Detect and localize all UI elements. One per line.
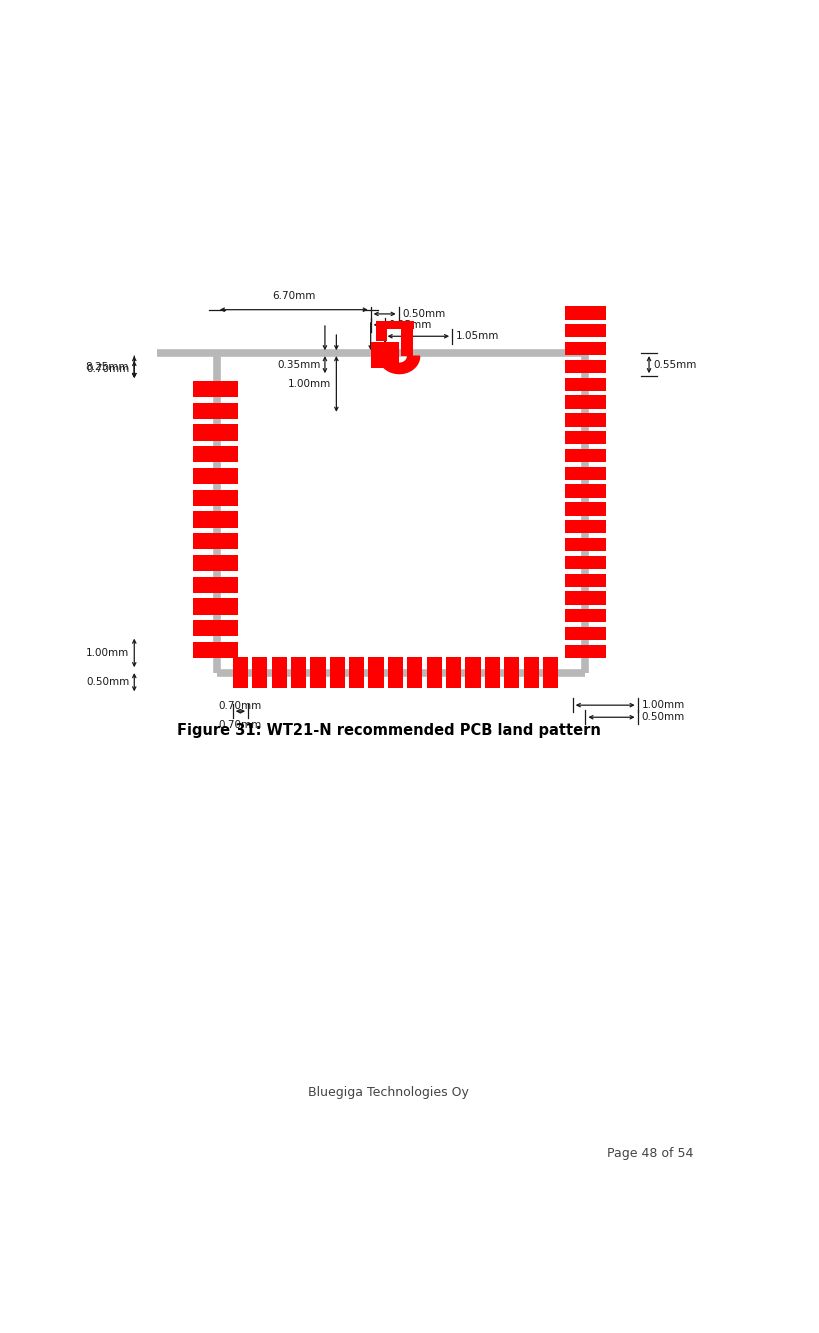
Bar: [564, 503, 605, 516]
Bar: [407, 657, 422, 688]
Text: 0.50mm: 0.50mm: [402, 309, 446, 319]
Bar: [564, 539, 605, 552]
Bar: [192, 599, 238, 615]
Bar: [329, 657, 345, 688]
Bar: [564, 609, 605, 623]
Text: 0.50mm: 0.50mm: [640, 712, 684, 722]
Bar: [387, 657, 403, 688]
Bar: [192, 447, 238, 463]
Text: 1.00mm: 1.00mm: [640, 700, 684, 710]
Text: Bluegiga Technologies Oy: Bluegiga Technologies Oy: [308, 1086, 468, 1100]
Bar: [564, 645, 605, 659]
Bar: [400, 323, 412, 356]
Text: 0.50mm: 0.50mm: [86, 677, 129, 688]
Bar: [564, 520, 605, 533]
Bar: [504, 657, 518, 688]
Bar: [564, 360, 605, 373]
Bar: [523, 657, 538, 688]
Bar: [564, 592, 605, 605]
Text: 8.25mm: 8.25mm: [86, 363, 129, 372]
Bar: [564, 449, 605, 463]
Bar: [465, 657, 480, 688]
Bar: [233, 657, 247, 688]
Text: Figure 31: WT21-N recommended PCB land pattern: Figure 31: WT21-N recommended PCB land p…: [176, 722, 600, 738]
Bar: [271, 657, 287, 688]
Bar: [252, 657, 267, 688]
Bar: [375, 324, 387, 341]
Bar: [349, 657, 364, 688]
Bar: [484, 657, 500, 688]
Bar: [564, 627, 605, 640]
Bar: [370, 341, 398, 368]
Bar: [564, 377, 605, 391]
Text: 1.00mm: 1.00mm: [287, 379, 331, 389]
Polygon shape: [378, 356, 419, 373]
Bar: [192, 468, 238, 484]
Bar: [564, 343, 605, 356]
Text: 0.70mm: 0.70mm: [219, 701, 262, 712]
Bar: [192, 577, 238, 593]
Bar: [564, 484, 605, 497]
Text: 0.55mm: 0.55mm: [653, 360, 696, 369]
Bar: [564, 573, 605, 587]
Bar: [192, 533, 238, 549]
Bar: [542, 657, 558, 688]
Text: 6.70mm: 6.70mm: [272, 291, 315, 301]
Bar: [192, 641, 238, 659]
Bar: [192, 620, 238, 636]
Bar: [192, 489, 238, 507]
Text: 1.05mm: 1.05mm: [455, 332, 499, 341]
Bar: [564, 431, 605, 444]
Bar: [564, 307, 605, 320]
Text: 0.35mm: 0.35mm: [278, 360, 321, 369]
Bar: [192, 512, 238, 528]
Text: 1.00mm: 1.00mm: [86, 648, 129, 659]
Bar: [310, 657, 325, 688]
Bar: [426, 657, 441, 688]
Bar: [192, 403, 238, 419]
Bar: [564, 556, 605, 569]
Text: 0.70mm: 0.70mm: [86, 364, 129, 375]
Bar: [192, 555, 238, 571]
Bar: [291, 657, 305, 688]
Text: 0.70mm: 0.70mm: [219, 720, 262, 729]
Bar: [368, 657, 383, 688]
Bar: [446, 657, 460, 688]
Bar: [564, 396, 605, 409]
Bar: [375, 320, 414, 329]
Bar: [192, 424, 238, 441]
Bar: [192, 381, 238, 397]
Text: 0.25mm: 0.25mm: [388, 320, 432, 329]
Text: Page 48 of 54: Page 48 of 54: [606, 1146, 693, 1160]
Bar: [564, 413, 605, 427]
Bar: [564, 467, 605, 480]
Bar: [564, 324, 605, 337]
